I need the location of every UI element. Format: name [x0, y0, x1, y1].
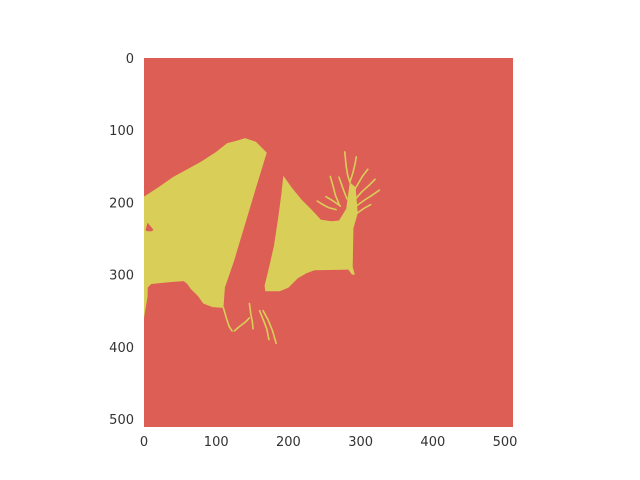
y-axis-ticks: 0 100 200 300 400 500 [109, 52, 134, 428]
x-tick-label: 100 [204, 435, 229, 450]
x-tick-label: 200 [276, 435, 301, 450]
x-tick-label: 500 [493, 435, 518, 450]
plot-area [144, 58, 513, 427]
x-tick-label: 0 [140, 435, 148, 450]
x-axis-ticks: 0 100 200 300 400 500 [140, 435, 518, 450]
y-tick-label: 200 [109, 196, 134, 211]
y-tick-label: 300 [109, 269, 134, 284]
x-tick-label: 400 [420, 435, 445, 450]
y-tick-label: 100 [109, 124, 134, 139]
y-tick-label: 500 [109, 413, 134, 428]
y-tick-label: 400 [109, 341, 134, 356]
x-tick-label: 300 [348, 435, 373, 450]
y-tick-label: 0 [126, 52, 134, 67]
